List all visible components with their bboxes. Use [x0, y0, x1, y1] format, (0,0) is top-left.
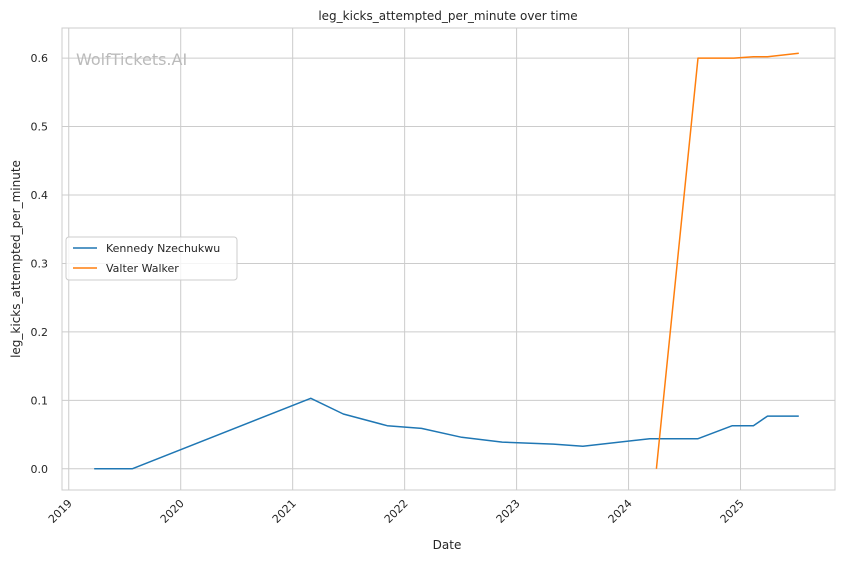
y-tick-labels: 0.0 0.1 0.2 0.3 0.4 0.5 0.6: [31, 52, 49, 476]
y-tick-label: 0.2: [31, 326, 49, 339]
y-tick-label: 0.1: [31, 394, 49, 407]
series-line-valter-walker: [656, 53, 798, 469]
x-tick-label: 2020: [158, 497, 187, 526]
y-axis-label: leg_kicks_attempted_per_minute: [9, 160, 23, 358]
x-tick-label: 2024: [606, 497, 635, 526]
legend: Kennedy Nzechukwu Valter Walker: [66, 237, 237, 280]
x-tick-labels: 2019 2020 2021 2022 2023 2024 2025: [46, 497, 747, 526]
chart-title: leg_kicks_attempted_per_minute over time: [318, 9, 577, 23]
watermark: WolfTickets.AI: [76, 50, 187, 69]
x-tick-label: 2021: [270, 497, 299, 526]
y-tick-label: 0.0: [31, 463, 49, 476]
legend-label-valter: Valter Walker: [106, 262, 179, 275]
series-line-kennedy-nzechukwu: [94, 398, 799, 469]
x-tick-label: 2025: [718, 497, 747, 526]
y-tick-label: 0.4: [31, 189, 49, 202]
x-tick-label: 2023: [494, 497, 523, 526]
y-tick-label: 0.5: [31, 121, 49, 134]
y-tick-label: 0.6: [31, 52, 49, 65]
legend-label-kennedy: Kennedy Nzechukwu: [106, 242, 220, 255]
y-tick-label: 0.3: [31, 257, 49, 270]
x-tick-label: 2019: [46, 497, 75, 526]
x-tick-label: 2022: [382, 497, 411, 526]
x-axis-label: Date: [433, 538, 462, 552]
